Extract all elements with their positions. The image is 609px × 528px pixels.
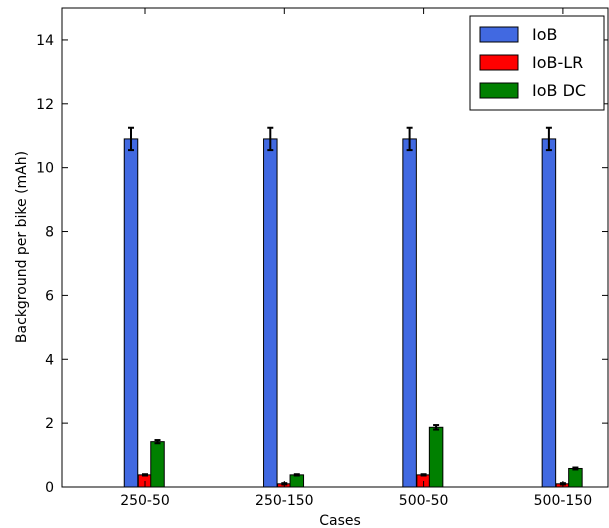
y-tick-label: 2 (45, 416, 54, 432)
y-tick-label: 14 (36, 33, 54, 49)
y-axis-label: Background per bike (mAh) (14, 151, 30, 343)
y-tick-label: 0 (45, 480, 54, 496)
y-tick-label: 4 (45, 352, 54, 368)
legend: IoB IoB-LR IoB DC (469, 15, 605, 111)
bar-iob (402, 138, 417, 488)
bar-iob-dc (568, 467, 583, 488)
x-axis: 250-50 250-150 500-50 500-150 (120, 8, 592, 509)
y-tick-label: 12 (36, 97, 54, 113)
x-axis-label: Cases (319, 513, 361, 528)
bar-iob (541, 138, 557, 488)
bar-iob-dc (428, 426, 444, 488)
plot-area (123, 126, 583, 488)
legend-label: IoB (532, 25, 557, 44)
legend-label: IoB DC (532, 81, 586, 100)
y-tick-label: 8 (45, 225, 54, 241)
legend-swatch (479, 82, 519, 99)
x-tick-label: 500-150 (534, 493, 593, 509)
legend-label: IoB-LR (532, 53, 583, 72)
legend-swatch (479, 26, 519, 43)
bar-iob (263, 138, 278, 488)
legend-swatch (479, 54, 519, 71)
x-tick-label: 250-50 (120, 493, 170, 509)
x-tick-label: 500-50 (399, 493, 449, 509)
x-tick-label: 250-150 (255, 493, 314, 509)
y-axis: 0 2 4 6 8 10 12 14 (36, 33, 608, 496)
bar-iob-dc (289, 474, 305, 488)
bar-iob (123, 138, 139, 488)
y-tick-label: 10 (36, 161, 54, 177)
y-tick-label: 6 (45, 288, 54, 304)
bar-iob-dc (150, 441, 165, 488)
plot-frame (61, 7, 609, 488)
